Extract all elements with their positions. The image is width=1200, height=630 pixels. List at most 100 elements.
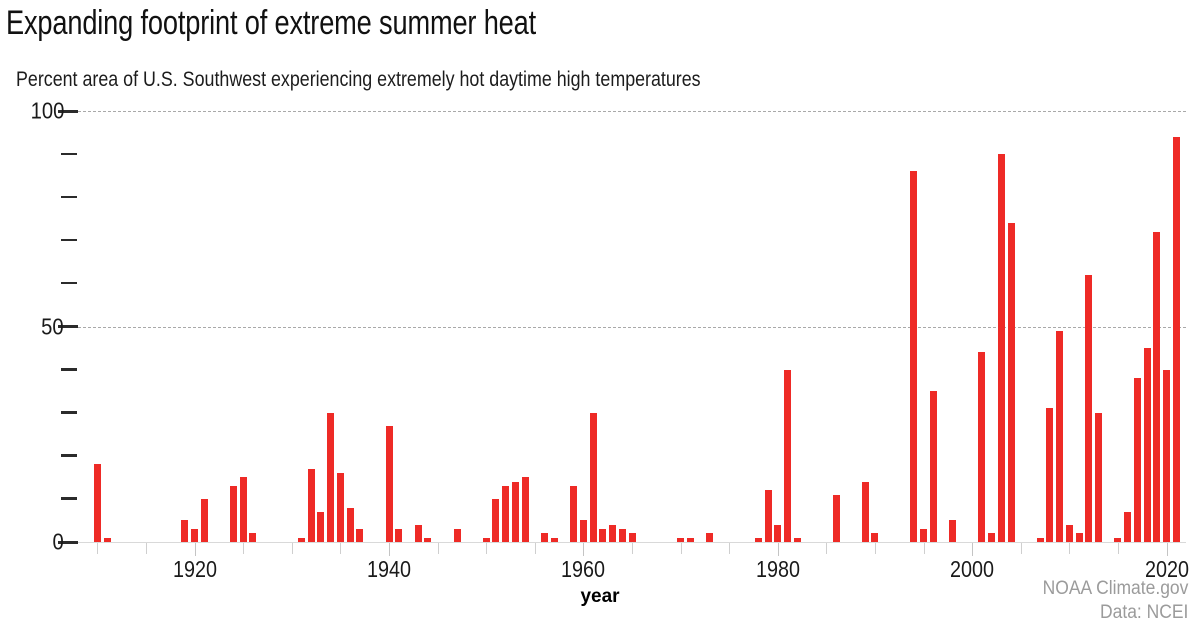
bar — [1172, 136, 1180, 542]
bar — [346, 507, 354, 542]
bar — [997, 154, 1005, 542]
bar — [910, 171, 918, 542]
x-tick — [1166, 543, 1168, 556]
y-tick — [58, 109, 78, 113]
bar — [628, 533, 636, 542]
bar — [230, 485, 237, 542]
bar — [861, 481, 869, 542]
bar — [317, 511, 325, 542]
bar — [482, 537, 490, 542]
x-tick — [1069, 543, 1071, 554]
bar — [609, 524, 617, 542]
bar — [1143, 348, 1151, 542]
bar — [502, 485, 510, 542]
bar — [191, 529, 199, 542]
x-tick — [777, 543, 779, 556]
bar — [356, 529, 364, 542]
bar — [784, 369, 791, 542]
x-tick-label: 1920 — [172, 556, 217, 582]
x-tick — [1117, 543, 1119, 554]
x-tick-label: 2000 — [950, 556, 995, 582]
bar — [988, 533, 996, 542]
credit-block: NOAA Climate.gov Data: NCEI — [1030, 577, 1188, 625]
bar — [599, 529, 607, 542]
bar — [239, 477, 247, 542]
x-tick — [534, 543, 536, 554]
bar — [541, 533, 549, 542]
x-tick — [340, 543, 342, 554]
y-tick — [58, 540, 78, 544]
bar — [1065, 524, 1073, 542]
bar — [949, 520, 957, 542]
bar — [618, 529, 626, 542]
bar — [1036, 537, 1044, 542]
x-tick-label: 1980 — [755, 556, 800, 582]
bar — [395, 529, 403, 542]
x-tick — [1020, 543, 1022, 554]
x-tick-label: 1940 — [367, 556, 412, 582]
credit-line-1: NOAA Climate.gov — [1042, 578, 1188, 599]
bar — [579, 520, 587, 542]
bar — [336, 473, 344, 542]
y-tick — [61, 368, 77, 371]
x-tick — [486, 543, 488, 554]
bar — [1007, 223, 1015, 542]
bar — [1075, 533, 1083, 542]
y-tick — [61, 497, 77, 500]
y-tick — [61, 195, 77, 199]
bar — [249, 533, 257, 542]
bar — [764, 490, 772, 542]
x-tick — [389, 543, 391, 556]
y-tick — [61, 281, 77, 285]
y-tick — [61, 238, 77, 242]
bar — [453, 529, 461, 542]
gridline-50 — [78, 326, 1186, 328]
bar — [492, 498, 500, 542]
bar — [1153, 231, 1161, 542]
bar — [686, 537, 694, 542]
x-tick — [826, 543, 828, 554]
bar — [677, 537, 685, 542]
bar — [1046, 408, 1054, 542]
bar — [1095, 412, 1103, 542]
page-title: Expanding footprint of extreme summer he… — [6, 4, 537, 42]
bar — [307, 468, 315, 542]
bar — [1163, 369, 1171, 542]
x-tick — [583, 543, 585, 556]
x-tick — [972, 543, 974, 556]
bar — [103, 537, 111, 542]
bar — [181, 520, 189, 542]
bar — [774, 524, 782, 542]
bar — [871, 533, 879, 542]
bar — [200, 498, 208, 542]
y-tick-label: 100 — [30, 97, 64, 124]
y-tick — [61, 454, 77, 457]
y-tick — [58, 325, 78, 328]
x-tick — [923, 543, 925, 554]
bar — [327, 412, 335, 542]
y-tick — [61, 411, 77, 414]
x-tick — [194, 543, 196, 556]
x-tick — [146, 543, 148, 554]
bar — [1085, 274, 1093, 542]
bar — [1124, 511, 1132, 542]
x-tick — [680, 543, 682, 554]
bar — [550, 537, 558, 542]
x-tick — [97, 543, 99, 554]
bar — [754, 537, 762, 542]
bar — [1056, 330, 1064, 542]
y-tick — [61, 152, 77, 156]
bar — [521, 477, 529, 542]
bar — [793, 537, 801, 542]
x-tick — [243, 543, 245, 554]
bar — [1133, 378, 1141, 542]
credit-line-2: Data: NCEI — [1099, 602, 1188, 623]
plot-area — [78, 111, 1186, 542]
x-axis-line — [78, 542, 1186, 543]
bar — [385, 425, 393, 542]
x-tick — [437, 543, 439, 554]
x-tick — [632, 543, 633, 554]
x-tick-label: 2020 — [1144, 556, 1189, 582]
x-axis-title: year — [580, 586, 620, 607]
